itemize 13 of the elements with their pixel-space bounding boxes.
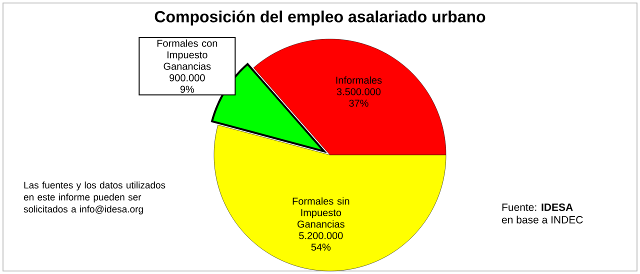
data-label: 3.500.000 [336,88,381,96]
data-label: 5.200.000 [299,232,343,240]
text: 37% [349,100,368,107]
text: Las fuentes y los datos utilizados en este informe pueden ser solicitados a info@idesa.org [24,182,166,214]
text: en base a INDEC [502,216,583,224]
data-label: 900.000 [170,74,205,82]
text: 9% [180,86,194,93]
source-note: Fuente: IDESA [502,204,573,211]
slice-label: Formales sin Impuesto Ganancias [292,197,350,228]
slice-label: Informales [336,76,382,84]
text: 54% [311,244,331,251]
chart-title: Composición del empleo asalariado urbano [154,10,486,26]
slice-label: Formales con Impuesto Ganancias [157,40,218,70]
